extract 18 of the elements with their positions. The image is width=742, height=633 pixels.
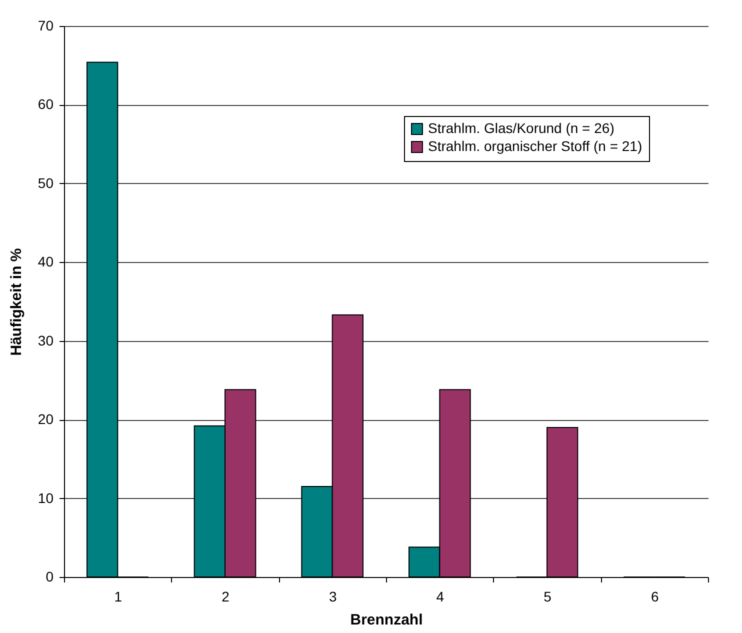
legend-label: Strahlm. Glas/Korund (n = 26) bbox=[428, 120, 614, 136]
y-tick-label: 20 bbox=[38, 411, 54, 428]
x-tick-label: 6 bbox=[650, 588, 659, 604]
y-tick-label: 0 bbox=[46, 568, 54, 584]
x-tick-label: 2 bbox=[222, 588, 230, 604]
y-axis-title: Häufigkeit in % bbox=[8, 248, 25, 356]
x-tick-label: 3 bbox=[328, 588, 337, 604]
y-tick-label: 60 bbox=[38, 96, 54, 112]
y-tick-label: 30 bbox=[38, 332, 54, 348]
x-axis-title: Brennzahl bbox=[350, 612, 423, 628]
y-tick-label: 70 bbox=[38, 18, 54, 34]
y-tick-label: 40 bbox=[38, 254, 54, 270]
y-tick-label: 50 bbox=[38, 174, 54, 191]
legend-label: Strahlm. organischer Stoff (n = 21) bbox=[428, 138, 642, 154]
x-tick-label: 4 bbox=[436, 588, 444, 604]
y-tick-label: 10 bbox=[38, 490, 54, 506]
x-tick-label: 1 bbox=[114, 588, 122, 604]
x-tick-label: 5 bbox=[544, 588, 552, 604]
